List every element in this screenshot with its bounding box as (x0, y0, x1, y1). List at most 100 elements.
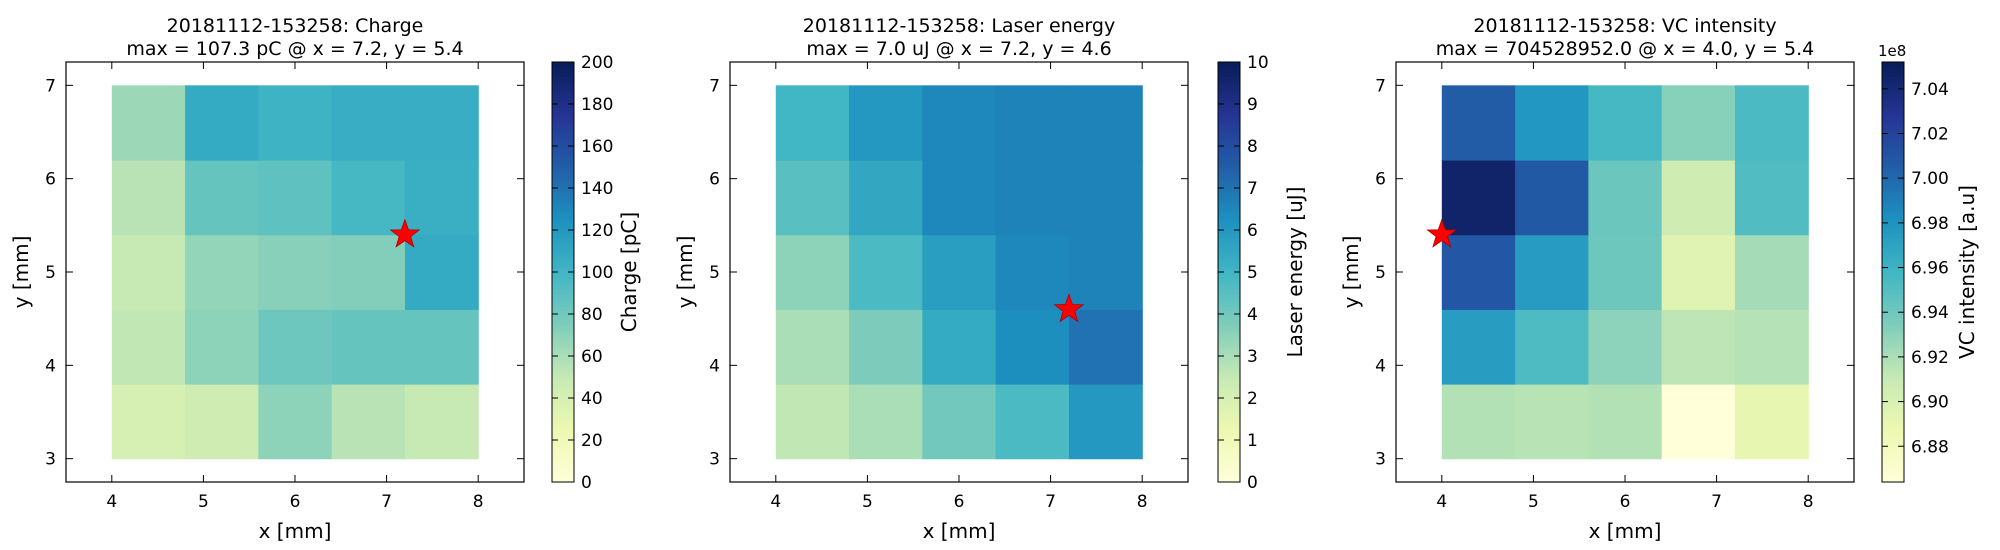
colorbar-segment (1882, 324, 1904, 329)
colorbar-segment (1218, 373, 1240, 378)
colorbar-segment (1882, 128, 1904, 133)
colorbar-segment (1882, 443, 1904, 448)
colorbar-segment (552, 436, 574, 441)
colorbar-segment (1882, 370, 1904, 375)
colorbar-segment (1218, 321, 1240, 326)
colorbar-segment (1218, 121, 1240, 126)
colorbar-segment (552, 478, 574, 483)
colorbar-tick-label: 4 (1247, 305, 1258, 325)
colorbar-segment (552, 184, 574, 189)
heatmap-cell (1588, 234, 1663, 310)
colorbar-tick-label: 9 (1247, 95, 1258, 115)
colorbar-segment (1218, 163, 1240, 168)
x-tick-label: 4 (1436, 492, 1447, 512)
colorbar-segment (1882, 195, 1904, 200)
y-tick-label: 7 (1375, 76, 1386, 96)
colorbar-segment (1882, 261, 1904, 266)
colorbar-segment (1218, 335, 1240, 340)
colorbar-segment (552, 149, 574, 154)
colorbar-segment (1882, 440, 1904, 445)
colorbar-segment (552, 415, 574, 420)
heatmap-cells (775, 85, 1143, 460)
heatmap-cell (404, 160, 479, 236)
colorbar-segment (552, 475, 574, 480)
colorbar-segment (552, 419, 574, 424)
colorbar-segment (1218, 198, 1240, 203)
colorbar-segment (1882, 191, 1904, 196)
colorbar-tick-label: 7.02 (1911, 124, 1949, 144)
colorbar-segment (552, 90, 574, 95)
colorbar-segment (1882, 359, 1904, 364)
colorbar-segment (552, 384, 574, 389)
colorbar-segment (552, 405, 574, 410)
colorbar-segment (552, 125, 574, 130)
colorbar-segment (1882, 251, 1904, 256)
colorbar-segment (1882, 69, 1904, 74)
colorbar-segment (1882, 265, 1904, 270)
colorbar-segment (1218, 156, 1240, 161)
colorbar-segment (1882, 170, 1904, 175)
colorbar-segment (1882, 387, 1904, 392)
colorbar-segment (1218, 310, 1240, 315)
heatmap-cell (258, 309, 333, 385)
colorbar-segment (1882, 247, 1904, 252)
colorbar-segment (1218, 202, 1240, 207)
heatmap-cell (1661, 160, 1736, 236)
colorbar-tick-label: 160 (581, 137, 613, 157)
colorbar-segment (1882, 226, 1904, 231)
colorbar-segment (1882, 146, 1904, 151)
heatmap-cell (849, 309, 923, 385)
colorbar-segment (552, 230, 574, 235)
colorbar-segment (552, 111, 574, 116)
y-tick-label: 4 (45, 356, 56, 376)
colorbar-segment (1218, 174, 1240, 179)
colorbar-segment (552, 464, 574, 469)
colorbar-segment (1882, 436, 1904, 441)
colorbar-segment (1218, 419, 1240, 424)
colorbar-segment (1882, 86, 1904, 91)
colorbar-segment (552, 303, 574, 308)
heatmap-cell (111, 234, 186, 310)
colorbar-segment (1218, 128, 1240, 133)
colorbar-segment (1218, 191, 1240, 196)
colorbar-segment (552, 394, 574, 399)
heatmap-cell (258, 234, 333, 310)
colorbar-segment (1218, 86, 1240, 91)
heatmap-cell (404, 85, 479, 161)
x-axis-label: x [mm] (259, 519, 332, 543)
colorbar-segment (1882, 422, 1904, 427)
colorbar-segment (1218, 317, 1240, 322)
colorbar-segment (1218, 90, 1240, 95)
x-tick-label: 6 (1620, 492, 1631, 512)
colorbar-segment (1218, 471, 1240, 476)
colorbar-segment (1218, 279, 1240, 284)
x-tick-label: 8 (473, 492, 484, 512)
colorbar-segment (1218, 436, 1240, 441)
colorbar-segment (1882, 244, 1904, 249)
colorbar-segment (552, 321, 574, 326)
colorbar-segment (1218, 415, 1240, 420)
colorbar-segment (552, 450, 574, 455)
colorbar-segment (552, 286, 574, 291)
colorbar-segment (1218, 422, 1240, 427)
heatmap-cell (922, 160, 997, 236)
colorbar-segment (1882, 363, 1904, 368)
colorbar-segment (1218, 135, 1240, 140)
heatmap-cell (331, 309, 406, 385)
heatmap-cell (1441, 234, 1516, 310)
colorbar-segment (1218, 450, 1240, 455)
heatmap-cell (111, 309, 186, 385)
heatmap-cell (1441, 309, 1516, 385)
colorbar-segment (1218, 188, 1240, 193)
heatmap-cell (775, 85, 850, 161)
colorbar-segment (1218, 142, 1240, 147)
colorbar-segment (552, 160, 574, 165)
colorbar-segment (552, 65, 574, 70)
colorbar-segment (1882, 454, 1904, 459)
heatmap-cell (1441, 85, 1516, 161)
colorbar-segment (1882, 328, 1904, 333)
colorbar-segment (552, 93, 574, 98)
colorbar-segment (1218, 391, 1240, 396)
colorbar-segment (1218, 282, 1240, 287)
colorbar-segment (1218, 230, 1240, 235)
